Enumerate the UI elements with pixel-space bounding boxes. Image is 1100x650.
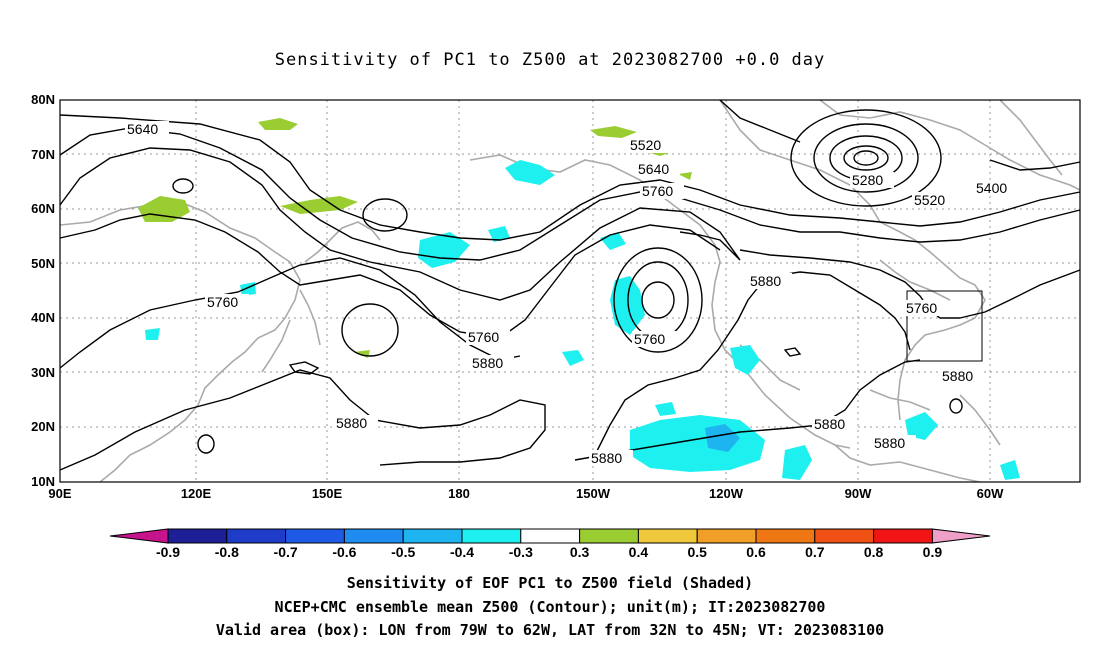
colorbar-label: -0.9	[156, 544, 180, 560]
contour-label: 5520	[914, 192, 945, 208]
contour-label: 5760	[207, 294, 238, 310]
lon-tick: 120W	[709, 486, 744, 501]
lat-tick: 50N	[31, 256, 55, 271]
colorbar-label: -0.7	[274, 544, 298, 560]
contour-label: 5280	[852, 172, 883, 188]
colorbar-low-arrow	[109, 528, 169, 544]
contour-label: 5880	[750, 273, 781, 289]
contour-label: 5400	[976, 180, 1007, 196]
colorbar-swatch	[461, 528, 522, 544]
contour-label: 5760	[906, 300, 937, 316]
contour-label: 5880	[874, 435, 905, 451]
caption-line-1: Sensitivity of EOF PC1 to Z500 field (Sh…	[346, 574, 754, 592]
lon-tick: 60W	[977, 486, 1004, 501]
colorbar-label: 0.7	[805, 544, 825, 560]
contour-label: 5880	[591, 450, 622, 466]
colorbar-swatch	[520, 528, 581, 544]
colorbar-swatch	[873, 528, 933, 544]
colorbar-high-arrow	[931, 528, 991, 544]
map-plot-area: 5640 5520 5640 5760 5280 5400 5520 5760 …	[59, 99, 1081, 483]
colorbar-label: -0.4	[450, 544, 474, 560]
caption-line-3: Valid area (box): LON from 79W to 62W, L…	[215, 621, 885, 639]
lat-axis: 80N 70N 60N 50N 40N 30N 20N 10N	[31, 92, 55, 489]
colorbar-label: -0.6	[332, 544, 356, 560]
colorbar-label: 0.5	[687, 544, 707, 560]
map-title: Sensitivity of PC1 to Z500 at 2023082700…	[274, 50, 826, 70]
lon-axis: 90E 120E 150E 180 150W 120W 90W 60W	[48, 486, 1004, 501]
lon-tick: 90W	[845, 486, 872, 501]
colorbar: -0.9 -0.8 -0.7 -0.6 -0.5 -0.4 -0.3 0.3 0.4 0.5 0.6…	[109, 528, 991, 560]
contour-labels: 5640 5520 5640 5760 5280 5400 5520 5760 …	[125, 121, 1018, 466]
lon-tick: 180	[448, 486, 470, 501]
colorbar-label: -0.8	[215, 544, 239, 560]
colorbar-swatch	[755, 528, 816, 544]
colorbar-swatch	[226, 528, 287, 544]
colorbar-label: -0.5	[391, 544, 415, 560]
colorbar-swatch	[343, 528, 404, 544]
colorbar-label: 0.6	[746, 544, 766, 560]
contour-label: 5520	[630, 137, 661, 153]
contour-label: 5760	[634, 331, 665, 347]
lat-tick: 30N	[31, 365, 55, 380]
shaded-sensitivity	[138, 118, 1020, 480]
lat-tick: 70N	[31, 147, 55, 162]
lat-tick: 20N	[31, 419, 55, 434]
colorbar-label: 0.4	[629, 544, 649, 560]
lat-tick: 40N	[31, 310, 55, 325]
contour-label: 5880	[472, 355, 503, 371]
contour-label: 5760	[642, 183, 673, 199]
colorbar-label: 0.3	[570, 544, 590, 560]
contour-label: 5640	[638, 161, 669, 177]
colorbar-swatch	[637, 528, 698, 544]
valid-area-box	[906, 290, 983, 362]
colorbar-swatch	[402, 528, 463, 544]
colorbar-swatch	[579, 528, 639, 544]
contour-label: 5880	[942, 368, 973, 384]
z500-contours	[59, 99, 1081, 471]
colorbar-swatch	[167, 528, 228, 544]
colorbar-label: -0.3	[509, 544, 533, 560]
colorbar-label: 0.9	[923, 544, 943, 560]
colorbar-swatch	[285, 528, 345, 544]
colorbar-swatch	[814, 528, 875, 544]
lon-tick: 90E	[48, 486, 71, 501]
lat-tick: 60N	[31, 201, 55, 216]
colorbar-label: 0.8	[864, 544, 884, 560]
contour-label: 5640	[127, 121, 158, 137]
lon-tick: 150E	[312, 486, 343, 501]
contour-label: 5880	[814, 416, 845, 432]
lon-tick: 150W	[576, 486, 611, 501]
caption-line-2: NCEP+CMC ensemble mean Z500 (Contour); u…	[274, 598, 826, 616]
colorbar-swatch	[696, 528, 757, 544]
lat-tick: 10N	[31, 474, 55, 489]
contour-label: 5760	[468, 329, 499, 345]
contour-label: 5880	[336, 415, 367, 431]
lat-tick: 80N	[31, 92, 55, 107]
lon-tick: 120E	[181, 486, 212, 501]
